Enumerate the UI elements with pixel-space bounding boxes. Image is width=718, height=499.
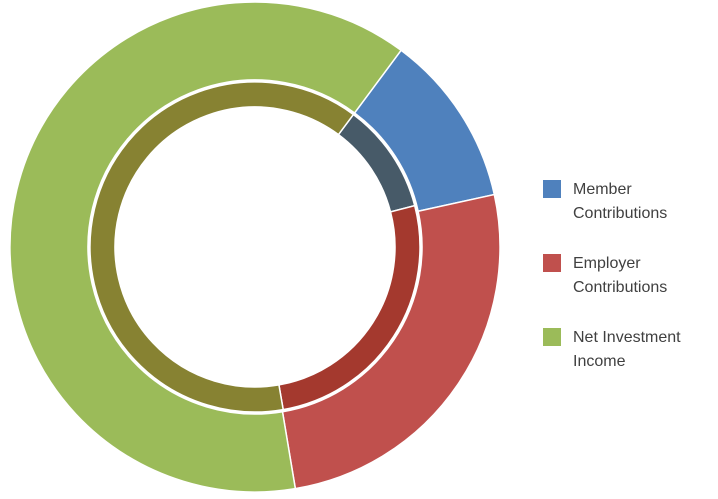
donut-segment bbox=[281, 193, 501, 490]
legend-label: Net Investment Income bbox=[573, 329, 681, 370]
legend-swatch bbox=[543, 328, 561, 346]
legend-label: Member Contributions bbox=[573, 181, 668, 222]
donut-segment bbox=[9, 1, 403, 493]
legend-item: Employer Contributions bbox=[543, 252, 718, 300]
legend-item: Net Investment Income bbox=[543, 326, 718, 374]
legend-item: Member Contributions bbox=[543, 178, 718, 226]
legend-label: Employer Contributions bbox=[573, 255, 668, 296]
legend: Member Contributions Employer Contributio… bbox=[543, 178, 718, 400]
legend-swatch bbox=[543, 180, 561, 198]
donut-segment bbox=[89, 81, 355, 413]
legend-swatch bbox=[543, 254, 561, 272]
